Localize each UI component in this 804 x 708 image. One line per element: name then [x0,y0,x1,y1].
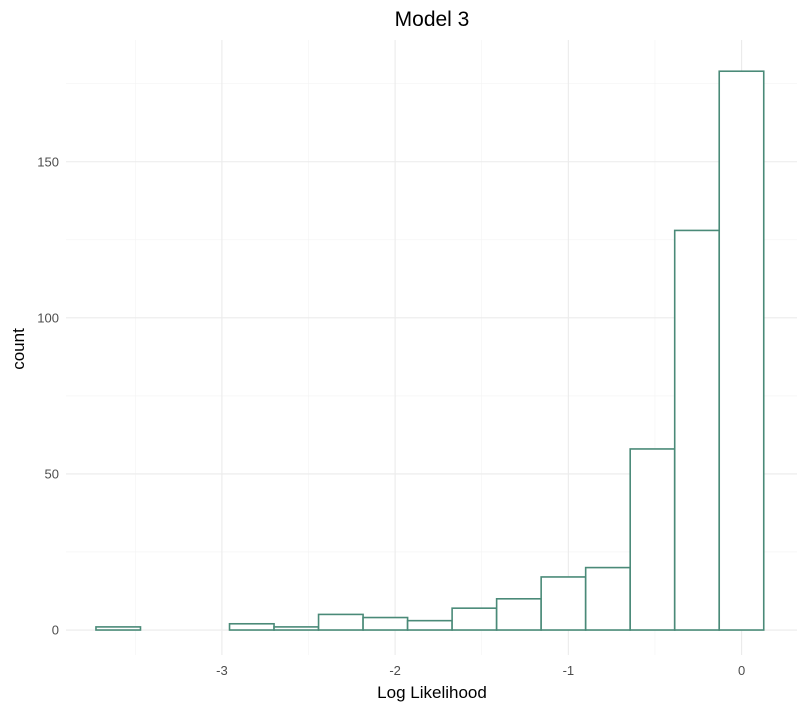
histogram-bar [273,626,320,631]
histogram-bar [495,598,542,631]
x-axis-title: Log Likelihood [377,683,487,702]
histogram-bar [451,607,498,631]
histogram-bar [584,566,631,631]
x-tick-label: -3 [216,663,228,678]
y-tick-label: 50 [45,466,59,481]
histogram-bar [95,626,142,631]
histogram-bar [228,622,275,631]
histogram-bar [540,576,587,631]
histogram-bar [317,613,364,631]
x-axis-ticks: -3 -2 -1 0 [216,663,745,678]
x-tick-label: 0 [738,663,745,678]
y-tick-label: 100 [37,310,59,325]
y-axis-ticks: 0 50 100 150 [37,154,59,637]
y-tick-label: 150 [37,154,59,169]
y-tick-label: 0 [52,623,59,638]
histogram-bars [95,70,765,631]
histogram-bar [673,229,721,631]
y-axis-title: count [9,328,28,370]
histogram-bar [718,70,765,631]
histogram-bar [629,448,676,631]
x-tick-label: -2 [389,663,401,678]
histogram-bar [362,616,409,631]
histogram-bar [406,619,453,631]
x-tick-label: -1 [563,663,575,678]
chart-title: Model 3 [395,8,470,31]
